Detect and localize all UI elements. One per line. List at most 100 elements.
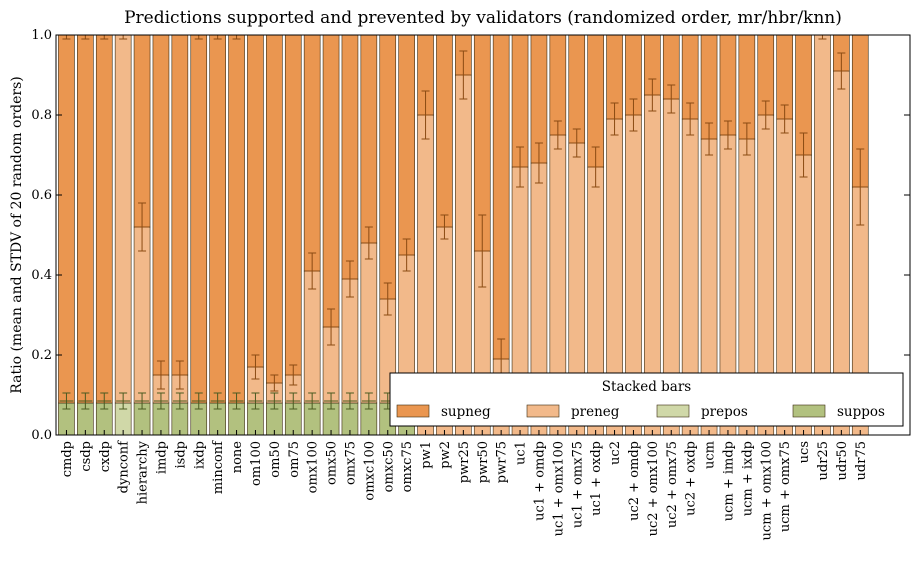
error-bar-neg-38 — [777, 104, 792, 134]
x-tick-label: omxc75 — [400, 441, 415, 492]
error-bar-neg-27 — [569, 128, 584, 158]
y-tick-label: 1.0 — [31, 28, 52, 43]
bar-supneg-om75 — [284, 34, 302, 376]
y-tick-label: 0.2 — [31, 348, 52, 363]
x-tick-label: uc2 — [608, 441, 623, 465]
bar-supneg-om50 — [266, 34, 283, 384]
error-bar-neg-36 — [739, 122, 754, 156]
error-bar-pos-5 — [153, 392, 168, 410]
error-bar-neg-24 — [513, 146, 528, 188]
legend-label: prepos — [701, 404, 748, 420]
x-tick-label: omxc100 — [362, 441, 377, 501]
bar-supneg-pwr75 — [492, 34, 510, 360]
error-bar-neg-25 — [531, 142, 546, 184]
x-tick-label: ucm — [703, 441, 718, 469]
error-bar-neg-31 — [645, 78, 660, 112]
legend-entry-preneg: preneg — [526, 404, 620, 420]
x-tick-label: hierarchy — [136, 440, 151, 504]
bar-supneg-ucm-imdp — [719, 34, 737, 136]
chart-title: Predictions supported and prevented by v… — [124, 8, 842, 28]
y-axis-label: Ratio (mean and STDV of 20 random orders… — [9, 76, 25, 393]
error-bar-pos-11 — [267, 392, 282, 410]
bar-preneg-omx75 — [341, 278, 359, 404]
x-tick-label: uc1 + omx100 — [551, 441, 566, 536]
bar-preneg-hierarchy — [133, 226, 151, 404]
x-tick-label: pwr50 — [476, 441, 491, 483]
y-tick-label: 0.6 — [31, 188, 52, 203]
x-tick-label: csdp — [79, 441, 94, 472]
error-bar-neg-5 — [153, 360, 168, 390]
error-bar-neg-28 — [588, 146, 603, 188]
legend-swatch — [526, 404, 560, 418]
x-tick-label: minconf — [211, 440, 226, 494]
x-ticks: cmdp csdp cxdp dynconf hierarchy imdp isdp ixdp… — [60, 430, 869, 540]
x-tick-label: omx50 — [325, 441, 340, 485]
error-bar-neg-30 — [626, 98, 641, 132]
bar-supneg-ixdp — [190, 34, 208, 404]
error-bar-neg-39 — [796, 132, 811, 178]
bar-supneg-omx50 — [322, 34, 340, 328]
error-bar-neg-35 — [720, 120, 735, 150]
x-tick-label: uc1 + omx75 — [570, 441, 585, 528]
legend-swatch — [396, 404, 430, 418]
legend-swatch — [656, 404, 690, 418]
bar-supneg-omxc75 — [398, 34, 415, 256]
x-tick-label: udr50 — [835, 441, 850, 480]
x-tick-label: cxdp — [98, 441, 113, 472]
error-bar-neg-6 — [172, 360, 187, 390]
error-bar-neg-41 — [834, 52, 849, 90]
bar-preneg-omx100 — [303, 270, 321, 404]
x-tick-label: ucm + omx100 — [759, 441, 774, 540]
y-ticks: 0.0 0.2 0.4 0.6 0.8 1.0 — [31, 28, 910, 443]
legend-label: preneg — [571, 404, 620, 420]
x-tick-label: om100 — [249, 441, 264, 486]
error-bar-neg-17 — [380, 282, 395, 316]
legend-entry-supneg: supneg — [396, 404, 491, 420]
x-tick-label: udr75 — [854, 441, 869, 480]
bar-supneg-imdp — [152, 34, 170, 376]
bar-preneg-dynconf — [114, 34, 132, 404]
error-bar-pos-3 — [116, 392, 131, 410]
error-bar-neg-4 — [135, 202, 150, 252]
x-tick-label: omx100 — [306, 441, 321, 493]
y-tick-label: 0.4 — [31, 268, 52, 283]
bar-supneg-uc1-omx75 — [568, 34, 586, 144]
error-bar-pos-15 — [342, 392, 357, 410]
error-bar-pos-8 — [210, 392, 225, 410]
error-bar-pos-4 — [135, 392, 150, 410]
error-bar-neg-19 — [418, 90, 433, 140]
legend-entry-suppos: suppos — [792, 404, 885, 420]
x-tick-label: omx75 — [343, 441, 358, 485]
error-bar-neg-20 — [437, 214, 452, 240]
x-tick-label: uc1 + omdp — [532, 441, 547, 521]
y-tick-label: 0.0 — [31, 428, 52, 443]
error-bar-neg-16 — [361, 226, 376, 260]
error-bar-pos-6 — [172, 392, 187, 410]
bar-supneg-omx75 — [341, 34, 359, 280]
bar-supneg-hierarchy — [133, 34, 151, 228]
bar-preneg-omxc100 — [360, 242, 378, 404]
x-tick-label: ucm + ixdp — [740, 441, 755, 516]
x-tick-label: uc1 + oxdp — [589, 441, 604, 516]
bar-supneg-minconf — [209, 34, 226, 404]
plot-frame — [55, 34, 911, 436]
x-tick-label: om50 — [268, 441, 283, 478]
error-bar-neg-33 — [683, 102, 698, 136]
bar-supneg-omx100 — [303, 34, 321, 272]
x-tick-label: uc2 + oxdp — [684, 441, 699, 516]
error-bar-neg-10 — [248, 354, 263, 380]
legend-label: suppos — [837, 404, 885, 420]
bar-supneg-uc1-omx100 — [549, 34, 567, 136]
error-bar-neg-26 — [550, 120, 565, 150]
x-tick-label: pwr25 — [457, 441, 472, 483]
error-bar-pos-1 — [78, 392, 93, 410]
legend: Stacked bars supneg preneg prepos suppos — [389, 372, 904, 427]
error-bar-pos-16 — [361, 392, 376, 410]
error-bar-pos-10 — [248, 392, 263, 410]
error-bar-pos-14 — [324, 392, 339, 410]
error-bar-neg-29 — [607, 102, 622, 136]
x-tick-label: uc2 + omdp — [627, 441, 642, 521]
error-bar-neg-21 — [456, 50, 471, 100]
bar-supneg-csdp — [77, 34, 94, 404]
